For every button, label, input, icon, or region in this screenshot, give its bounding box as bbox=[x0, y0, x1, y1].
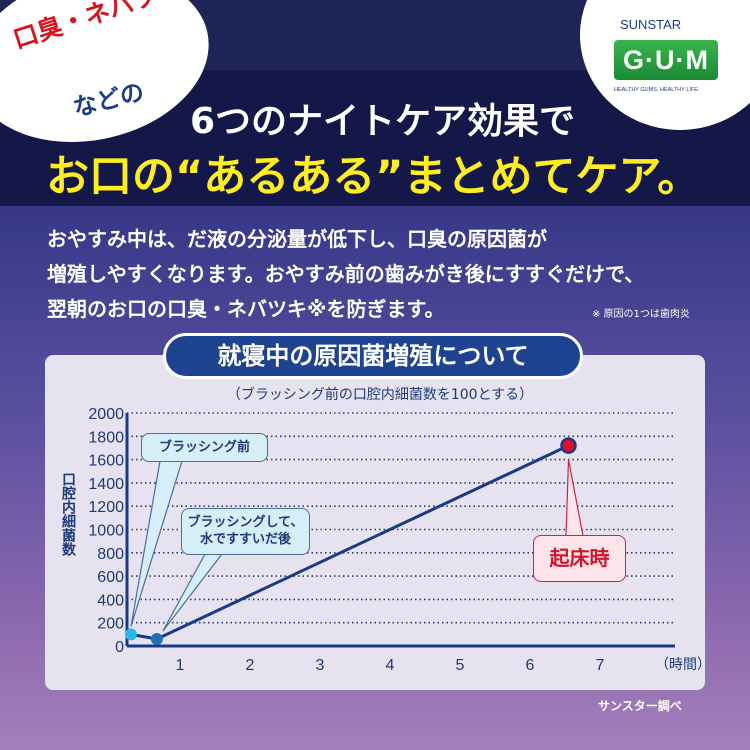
data-point bbox=[560, 437, 577, 454]
headline-2: お口の“あるある”まとめてケア。 bbox=[46, 152, 701, 202]
body-line: おやすみ中は、だ液の分泌量が低下し、口臭の原因菌が bbox=[47, 227, 547, 251]
x-tick-label: 1 bbox=[176, 657, 185, 674]
x-tick-label: 5 bbox=[456, 657, 465, 674]
source-note: サンスター調べ bbox=[598, 699, 682, 713]
callout-pointer bbox=[130, 460, 183, 627]
callout-pointer bbox=[162, 553, 224, 632]
headline-1: 6つのナイトケア効果で bbox=[190, 101, 576, 142]
body-line: 翌朝のお口の口臭・ネバツキ※を防ぎます。 bbox=[47, 297, 445, 321]
chart-subtitle: （ブラッシング前の口腔内細菌数を100とする） bbox=[226, 387, 534, 403]
y-tick-label: 1200 bbox=[88, 499, 124, 516]
y-tick-label: 600 bbox=[97, 569, 124, 586]
chart-title: 就寝中の原因菌増殖について bbox=[163, 333, 583, 379]
x-tick-label: 3 bbox=[316, 657, 325, 674]
y-tick-label: 1000 bbox=[88, 523, 124, 540]
callout-after-rinse: ブラッシングして、水ですすいだ後 bbox=[181, 508, 310, 555]
logo-tagline: HEALTHY GUMS. HEALTHY LIFE. bbox=[614, 87, 700, 93]
y-tick-label: 2000 bbox=[88, 406, 124, 423]
logo-brand: SUNSTAR bbox=[620, 17, 682, 32]
callout-wake-up: 起床時 bbox=[533, 535, 626, 582]
data-point bbox=[125, 628, 137, 641]
y-tick-label: 400 bbox=[97, 592, 124, 609]
body-text: おやすみ中は、だ液の分泌量が低下し、口臭の原因菌が 増殖しやすくなります。おやす… bbox=[47, 222, 644, 327]
logo-product: G·U·M bbox=[614, 40, 718, 80]
x-tick-label: 6 bbox=[526, 657, 535, 674]
footnote: ※ 原因の1つは歯肉炎 bbox=[592, 309, 690, 320]
callout-before-brushing: ブラッシング前 bbox=[141, 433, 268, 462]
y-tick-label: 800 bbox=[97, 546, 124, 563]
y-axis-label: 口腔内細菌数 bbox=[60, 472, 76, 556]
y-tick-label: 1600 bbox=[88, 453, 124, 470]
x-tick-label: 2 bbox=[246, 657, 255, 674]
x-tick-label: 4 bbox=[386, 657, 395, 674]
callout-pointer bbox=[565, 459, 584, 537]
x-tick-label: 7 bbox=[596, 657, 605, 674]
y-tick-label: 200 bbox=[97, 616, 124, 633]
data-point bbox=[150, 633, 163, 646]
x-axis-label: （時間） bbox=[655, 657, 711, 673]
y-tick-label: 1400 bbox=[88, 476, 124, 493]
body-line: 増殖しやすくなります。おやすみ前の歯みがき後にすすぐだけで、 bbox=[47, 262, 645, 286]
y-tick-label: 0 bbox=[115, 639, 124, 656]
y-tick-label: 1800 bbox=[88, 429, 124, 446]
